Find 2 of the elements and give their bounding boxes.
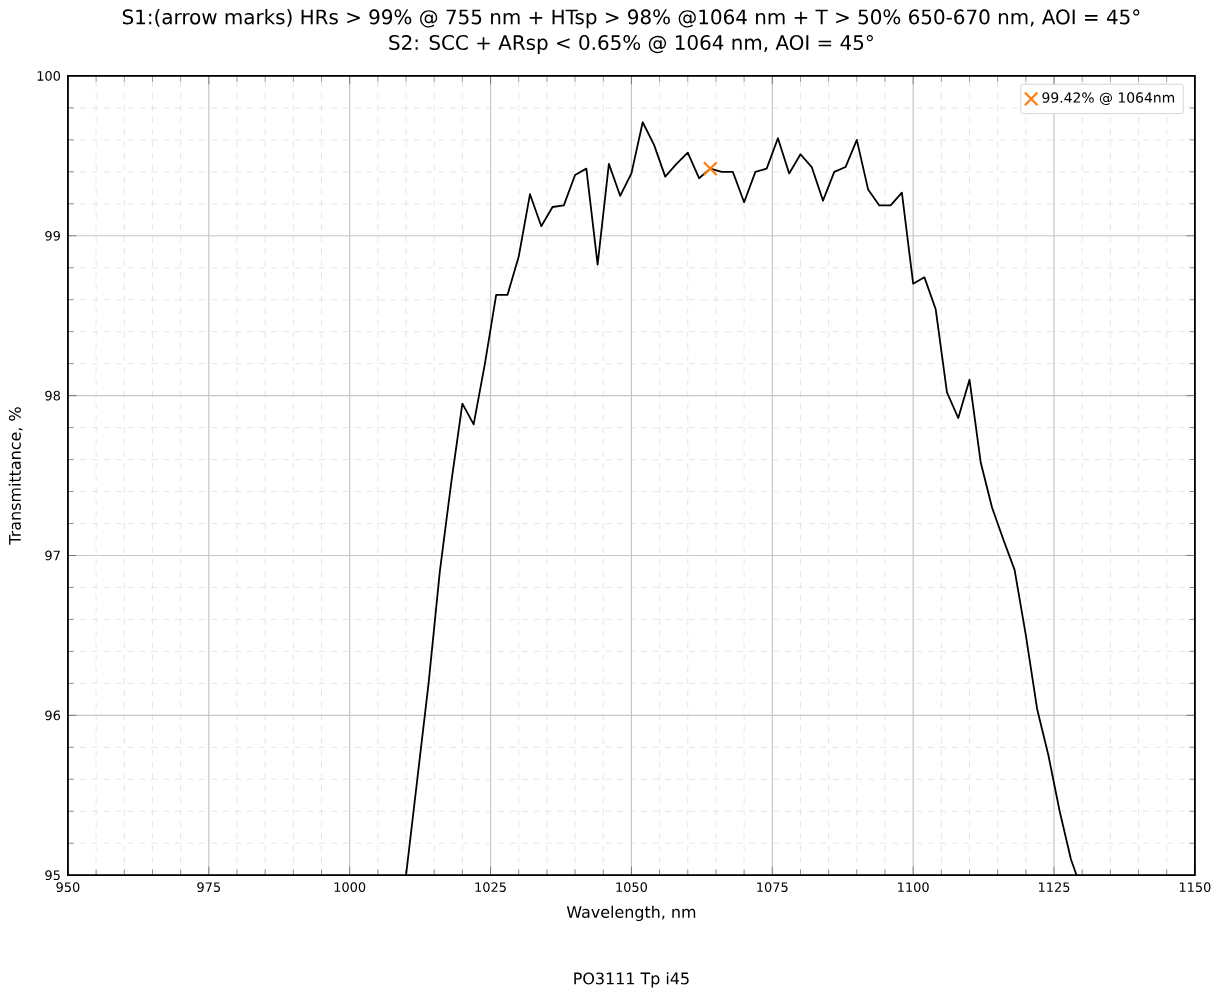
chart-title: S1:(arrow marks) HRs > 99% @ 755 nm + HTsp > 98% @1064 nm + T > 50% 650-670 nm, AOI = 45° bbox=[122, 9, 1140, 29]
chart-subtitle: S2: SCC + ARsp < 0.65% @ 1064 nm, AOI = 45° bbox=[389, 35, 873, 55]
